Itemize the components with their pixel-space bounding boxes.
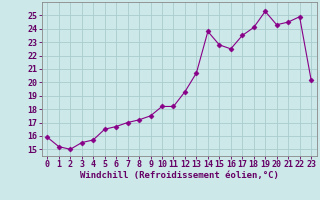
X-axis label: Windchill (Refroidissement éolien,°C): Windchill (Refroidissement éolien,°C) <box>80 171 279 180</box>
